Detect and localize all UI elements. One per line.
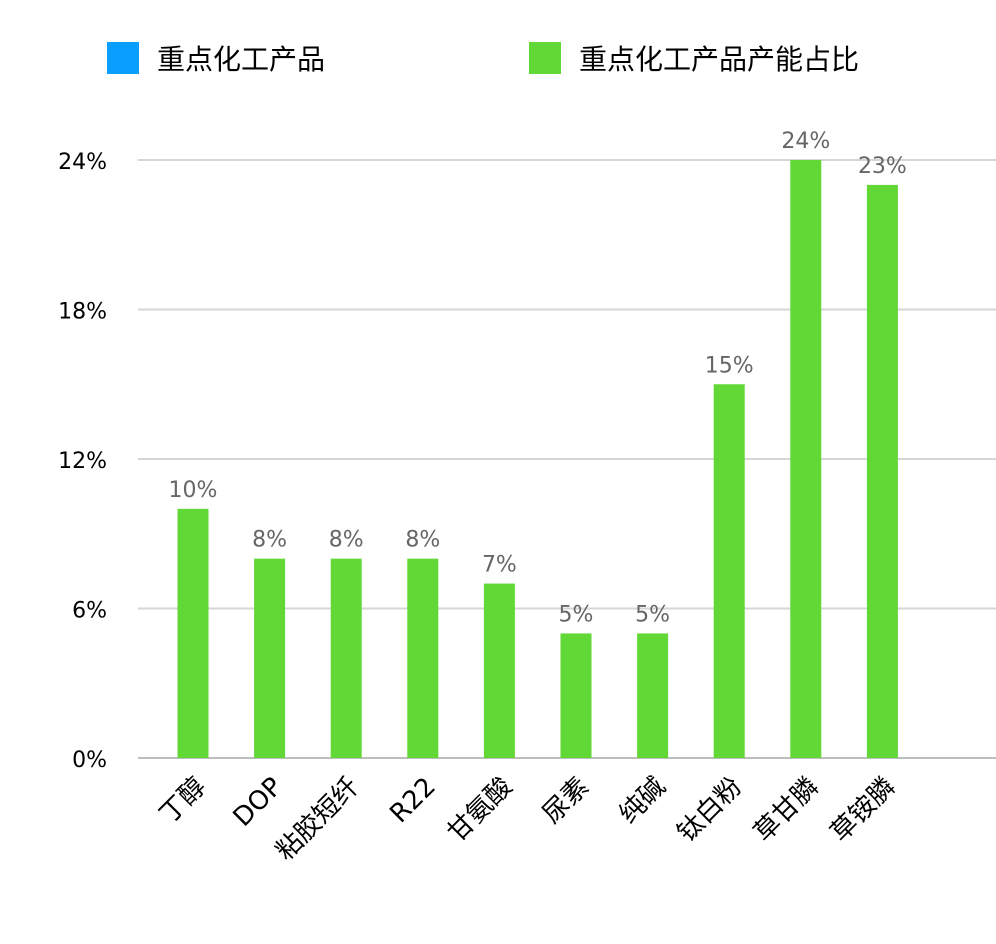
bar bbox=[713, 384, 745, 758]
x-tick-label: R22 bbox=[384, 772, 441, 829]
bar bbox=[866, 184, 898, 758]
data-label: 8% bbox=[252, 528, 287, 553]
data-label: 24% bbox=[781, 129, 830, 154]
x-tick-label: 纯碱 bbox=[614, 772, 672, 830]
legend-item-product: 重点化工产品 bbox=[107, 38, 325, 78]
data-label: 8% bbox=[405, 528, 440, 553]
legend: 重点化工产品 重点化工产品产能占比 bbox=[0, 38, 996, 78]
x-tick-label: DOP bbox=[228, 772, 289, 833]
data-label: 5% bbox=[635, 602, 670, 627]
bar bbox=[790, 160, 822, 758]
legend-swatch-capacity-share bbox=[529, 42, 561, 74]
data-label: 5% bbox=[559, 602, 594, 627]
y-tick-label: 24% bbox=[58, 150, 107, 175]
data-label: 7% bbox=[482, 553, 517, 578]
bar bbox=[483, 583, 515, 758]
x-tick-label: 粘胶短纤 bbox=[270, 772, 365, 867]
legend-label-capacity-share: 重点化工产品产能占比 bbox=[579, 43, 860, 76]
bar bbox=[254, 558, 286, 758]
bar bbox=[560, 633, 592, 758]
x-tick-label: 草铵膦 bbox=[825, 772, 901, 848]
x-tick-label: 钛白粉 bbox=[672, 772, 748, 848]
bar bbox=[330, 558, 362, 758]
legend-label-product: 重点化工产品 bbox=[157, 43, 326, 76]
y-tick-label: 12% bbox=[58, 449, 107, 474]
x-tick-label: 丁醇 bbox=[154, 772, 212, 830]
x-tick-label: 尿素 bbox=[537, 772, 595, 830]
y-tick-label: 0% bbox=[72, 748, 107, 773]
legend-swatch-product bbox=[107, 42, 139, 74]
bar bbox=[637, 633, 669, 758]
x-tick-label: 草甘膦 bbox=[748, 772, 824, 848]
bar bbox=[407, 558, 439, 758]
y-tick-label: 6% bbox=[72, 599, 107, 624]
y-tick-label: 18% bbox=[58, 300, 107, 325]
data-label: 10% bbox=[169, 478, 218, 503]
legend-item-capacity-share: 重点化工产品产能占比 bbox=[529, 38, 859, 78]
bar bbox=[177, 508, 209, 758]
data-label: 15% bbox=[705, 353, 754, 378]
x-tick-label: 甘氨酸 bbox=[442, 772, 518, 848]
data-label: 8% bbox=[329, 528, 364, 553]
data-label: 23% bbox=[858, 154, 907, 179]
